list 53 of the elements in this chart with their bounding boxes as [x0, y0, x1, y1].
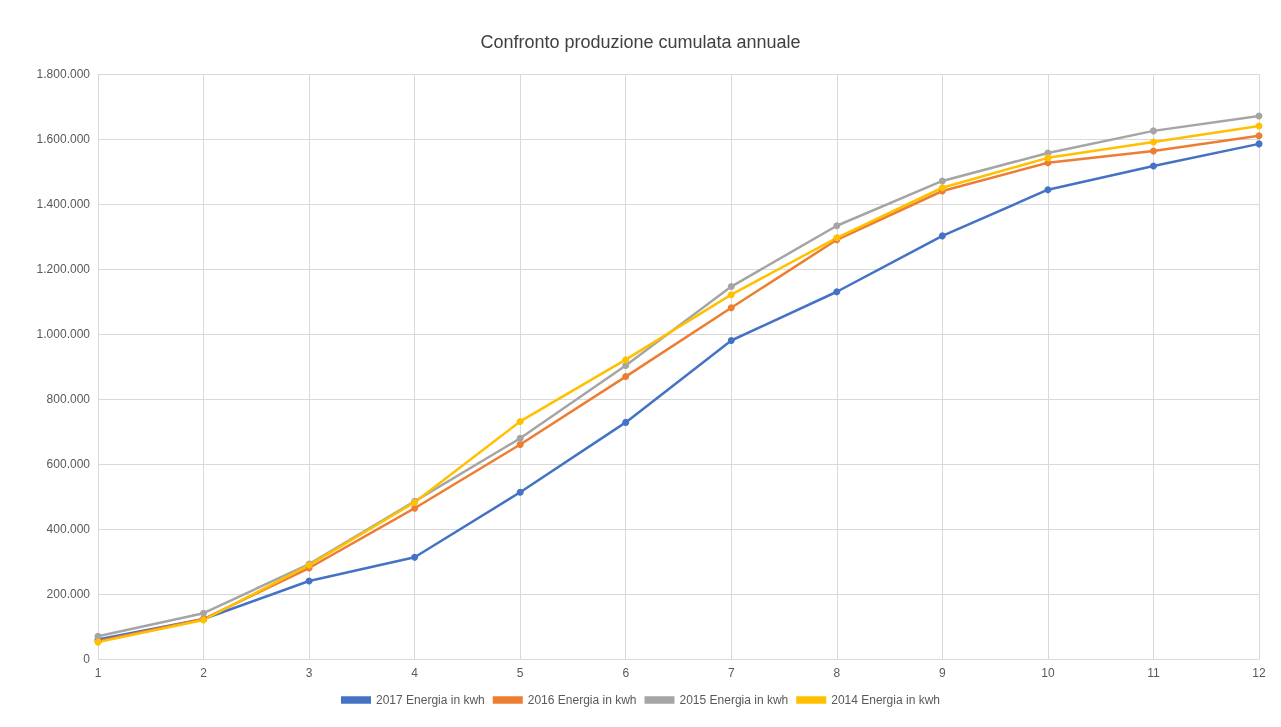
x-tick-label: 7 [727, 666, 735, 680]
point [1044, 154, 1052, 162]
point [938, 232, 946, 240]
legend-label: 2014 Energia in kwh [831, 693, 940, 707]
point [622, 418, 630, 426]
chart-title: Confronto produzione cumulata annuale [480, 32, 801, 52]
point [516, 488, 524, 496]
x-tick-label: 11 [1147, 666, 1160, 680]
point [622, 362, 630, 370]
y-tick-label: 400.000 [46, 522, 91, 536]
x-tick-label: 12 [1252, 666, 1266, 680]
legend-label: 2016 Energia in kwh [527, 693, 637, 707]
x-tick-label: 2 [200, 666, 208, 680]
x-tick-label: 6 [622, 666, 630, 680]
point [1149, 147, 1157, 155]
point [938, 177, 946, 185]
x-tick-label: 8 [833, 666, 841, 680]
point [622, 356, 630, 364]
point [622, 373, 630, 381]
point [1149, 138, 1157, 146]
legend-label: 2015 Energia in kwh [679, 693, 789, 707]
y-tick-label: 1.400.000 [36, 197, 91, 211]
point [727, 304, 735, 312]
point [411, 553, 419, 561]
y-tick-label: 800.000 [46, 392, 91, 406]
point [1044, 186, 1052, 194]
point [516, 434, 524, 442]
legend-label: 2017 Energia in kwh [376, 693, 485, 707]
y-tick-label: 1.800.000 [36, 67, 91, 81]
x-tick-label: 9 [939, 666, 947, 680]
x-tick-label: 1 [94, 666, 102, 680]
y-tick-label: 200.000 [46, 587, 91, 601]
point [727, 337, 735, 344]
x-tick-label: 4 [411, 666, 419, 680]
x-tick-label: 10 [1041, 666, 1055, 680]
point [516, 441, 524, 448]
point [833, 222, 841, 230]
point [516, 417, 524, 425]
y-tick-label: 600.000 [46, 457, 91, 471]
point [411, 504, 419, 512]
point [1149, 127, 1157, 135]
x-tick-label: 5 [516, 666, 524, 680]
y-tick-label: 1.200.000 [36, 262, 91, 276]
point [200, 609, 208, 617]
y-tick-label: 1.600.000 [36, 132, 91, 146]
point [727, 283, 735, 291]
x-tick-label: 3 [305, 666, 313, 680]
y-tick-label: 1.000.000 [36, 327, 91, 341]
point [727, 291, 735, 299]
point [1149, 162, 1157, 170]
point [1255, 132, 1263, 140]
point [833, 288, 841, 296]
y-tick-label: 0 [83, 652, 91, 666]
